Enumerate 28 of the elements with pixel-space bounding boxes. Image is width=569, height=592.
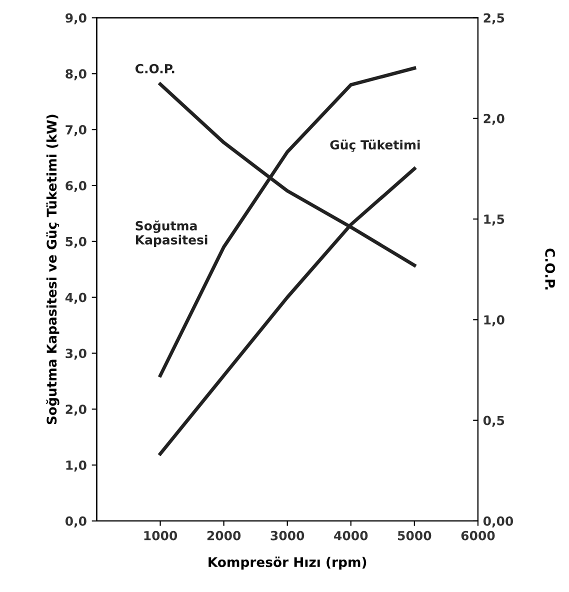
y-tick-label: 8,0 — [66, 69, 86, 80]
y-tick-label: 2,0 — [66, 404, 86, 416]
x-tick-label: 2000 — [207, 530, 241, 540]
series-label: Güç Tüketimi — [330, 140, 420, 152]
series-label: C.O.P. — [135, 64, 174, 74]
y-tick-label: 7,0 — [66, 125, 86, 136]
x-tick-label: 6000 — [461, 530, 495, 540]
x-tick-label: 5000 — [398, 530, 432, 540]
y2-tick-label: 2,0 — [484, 114, 504, 125]
y-tick-label: 9,0 — [66, 13, 86, 24]
y-tick-label: 0,0 — [65, 516, 86, 528]
y-tick-label: 4,0 — [65, 292, 86, 304]
y2-axis-title: C.O.P. — [545, 248, 556, 290]
y-axis-title: Soğutma Kapasitesi ve Güç Tüketimi (kW) — [46, 114, 60, 424]
x-axis-title: Kompresör Hızı (rpm) — [208, 556, 366, 570]
y-tick-label: 1,0 — [66, 460, 86, 472]
y2-tick-label: 1,5 — [484, 214, 504, 226]
x-tick-label: 1000 — [144, 530, 178, 540]
y2-tick-label: 1,0 — [484, 315, 504, 326]
y2-tick-label: 0,00 — [483, 516, 514, 528]
series-label: Soğutma Kapasitesi — [136, 220, 208, 247]
y-tick-label: 6,0 — [66, 180, 86, 192]
x-tick-label: 4000 — [334, 530, 368, 540]
y2-tick-label: 0,5 — [483, 416, 504, 427]
y-tick-label: 3,0 — [66, 348, 86, 360]
y2-tick-label: 2,5 — [484, 13, 504, 24]
y-tick-label: 5,0 — [66, 236, 86, 248]
x-tick-label: 3000 — [270, 530, 304, 540]
